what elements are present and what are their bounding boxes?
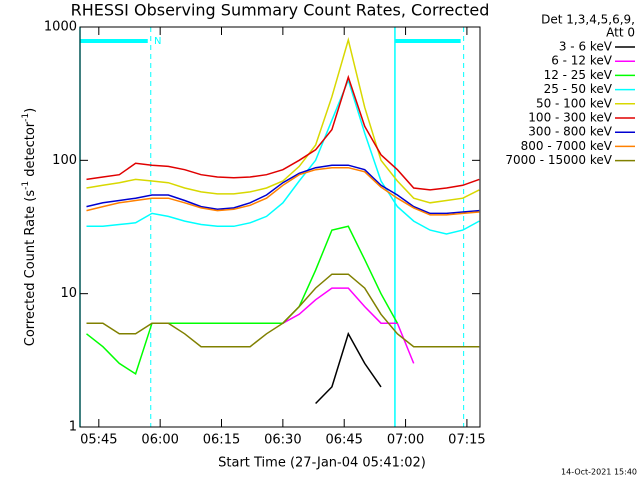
x-tick-label: 06:00 — [141, 433, 178, 448]
x-tick-label: 06:45 — [325, 433, 362, 448]
series-line — [315, 331, 382, 405]
series-line — [86, 77, 480, 235]
legend-label: 12 - 25 keV — [544, 68, 613, 82]
footer: 14-Oct-2021 15:40 — [561, 468, 637, 477]
series-line — [86, 225, 399, 376]
x-tick-label: 07:00 — [387, 433, 424, 448]
legend-label: 7000 - 15000 keV — [505, 153, 612, 167]
y-axis-label: Corrected Count Rate (s-1 detector-1) — [21, 108, 38, 346]
legend-label: 800 - 7000 keV — [521, 139, 613, 153]
series-line — [86, 36, 480, 204]
legend-label: 3 - 6 keV — [559, 40, 613, 54]
y-tick-label: 100 — [52, 153, 77, 168]
y-tick-label: 10 — [60, 286, 77, 301]
legend-label: 300 - 800 keV — [528, 125, 612, 139]
legend-label: 100 - 300 keV — [528, 111, 612, 125]
x-tick-label: 05:45 — [80, 433, 117, 448]
y-label-sup: -1 — [21, 181, 31, 190]
legend-label: 6 - 12 keV — [551, 54, 613, 68]
legend-label: 50 - 100 keV — [536, 96, 613, 110]
legend-label: 25 - 50 keV — [544, 82, 613, 96]
y-tick-label: 1000 — [44, 20, 77, 35]
plot-frame — [79, 26, 481, 428]
x-axis-label: Start Time (27-Jan-04 05:41:02) — [218, 456, 426, 471]
series-line — [86, 74, 480, 191]
x-tick-label: 06:15 — [203, 433, 240, 448]
x-tick-label: 07:15 — [448, 433, 485, 448]
y-label-part: detector — [23, 121, 38, 181]
y-label-part: ) — [23, 108, 38, 113]
chart-title: RHESSI Observing Summary Count Rates, Co… — [71, 1, 490, 20]
night-label: N — [154, 36, 161, 47]
legend-header: Att 0 — [606, 26, 635, 40]
y-tick-label: 1 — [69, 420, 77, 435]
y-label-part: Corrected Count Rate (s — [23, 190, 38, 347]
x-tick-label: 06:30 — [264, 433, 301, 448]
y-label-sup: -1 — [21, 113, 31, 122]
series-line — [86, 164, 480, 215]
legend-header: Det 1,3,4,5,6,9, — [541, 13, 635, 27]
series-line — [86, 166, 480, 216]
series-line — [86, 273, 480, 348]
